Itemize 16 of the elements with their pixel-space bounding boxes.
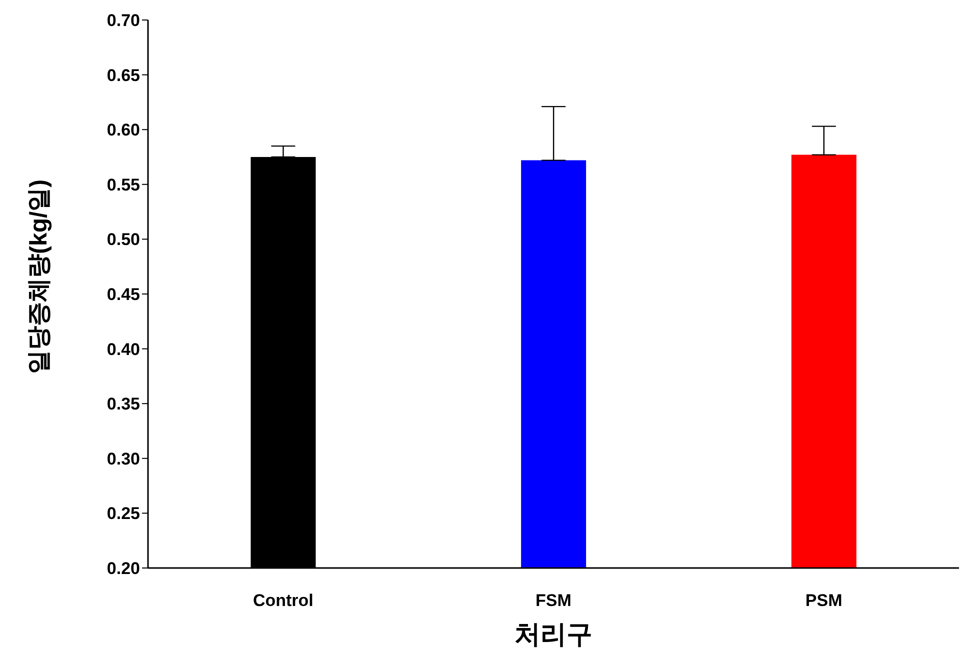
y-tick-label: 0.25 [106, 504, 140, 524]
y-tick-label: 0.50 [106, 230, 140, 250]
y-axis-title: 일당증체량(kg/일) [26, 179, 53, 374]
x-tick-label: PSM [805, 591, 842, 610]
y-tick-label: 0.70 [106, 11, 140, 30]
x-tick-label: Control [252, 591, 314, 610]
x-axis-title: 처리구 [514, 619, 592, 649]
y-tick-label: 0.45 [106, 285, 140, 304]
y-tick-label: 0.60 [106, 120, 140, 140]
y-tick-label: 0.65 [106, 66, 140, 85]
y-tick-label: 0.55 [106, 175, 140, 194]
y-tick-label: 0.35 [106, 394, 140, 414]
x-tick-label: FSM [536, 591, 572, 610]
y-tick-label: 0.20 [106, 559, 140, 578]
y-tick-label: 0.40 [106, 340, 140, 359]
y-tick-label: 0.30 [106, 449, 140, 468]
